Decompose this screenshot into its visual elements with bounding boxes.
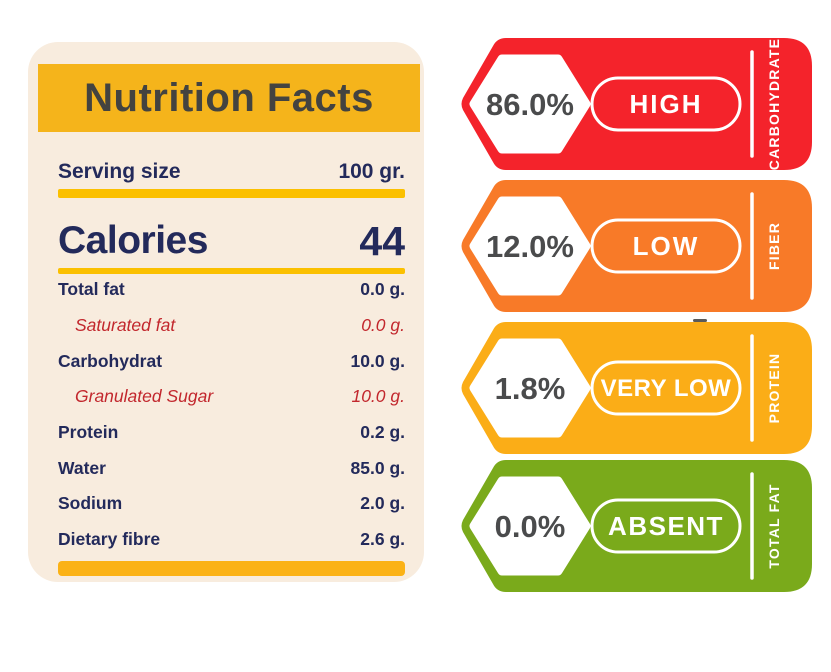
level-pill bbox=[590, 360, 742, 416]
hexagon-icon bbox=[469, 54, 591, 154]
badge-percent: 0.0% bbox=[495, 509, 566, 544]
calories-row: Calories 44 bbox=[58, 216, 405, 266]
divider bbox=[58, 268, 405, 274]
badge-nutrient-label: FIBER bbox=[766, 222, 782, 270]
badge-level: ABSENT bbox=[608, 511, 724, 541]
nutrition-label-panel: Nutrition Facts Serving size 100 gr. Cal… bbox=[28, 42, 424, 582]
nutrient-rows: Total fat 0.0 g. Saturated fat 0.0 g. Ca… bbox=[58, 272, 405, 558]
badge-level: HIGH bbox=[630, 89, 703, 119]
badge-percent: 1.8% bbox=[495, 371, 566, 406]
calories-label: Calories bbox=[58, 219, 208, 262]
level-pill bbox=[590, 498, 742, 554]
bottom-bar bbox=[58, 561, 405, 576]
nutrient-value: 85.0 g. bbox=[350, 457, 405, 478]
hexagon-icon bbox=[469, 338, 591, 438]
serving-size-row: Serving size 100 gr. bbox=[58, 156, 405, 188]
calories-value: 44 bbox=[359, 217, 405, 264]
stray-dash-mark bbox=[693, 319, 707, 322]
nutrient-name: Dietary fibre bbox=[58, 529, 161, 550]
serving-size-label: Serving size bbox=[58, 160, 181, 183]
badge-carbohydrate: 86.0% HIGH CARBOHYDRATE bbox=[461, 38, 812, 170]
hexagon-icon bbox=[469, 196, 591, 296]
nutrient-name: Saturated fat bbox=[75, 315, 176, 336]
nutrient-value: 0.0 g. bbox=[360, 279, 405, 300]
badge-fiber: 12.0% LOW FIBER bbox=[461, 180, 812, 312]
table-row: Carbohydrat 10.0 g. bbox=[58, 343, 405, 379]
page-title: Nutrition Facts bbox=[84, 75, 374, 120]
title-band: Nutrition Facts bbox=[38, 64, 420, 132]
badge-nutrient-label: CARBOHYDRATE bbox=[766, 38, 782, 170]
badge-percent: 86.0% bbox=[486, 87, 574, 122]
nutrient-value: 10.0 g. bbox=[351, 386, 405, 407]
level-pill bbox=[590, 218, 742, 274]
table-row: Protein 0.2 g. bbox=[58, 415, 405, 451]
badge-level: LOW bbox=[633, 231, 700, 261]
level-pill bbox=[590, 76, 742, 132]
table-row: Dietary fibre 2.6 g. bbox=[58, 522, 405, 558]
nutrient-name: Carbohydrat bbox=[58, 350, 163, 371]
nutrient-value: 0.0 g. bbox=[361, 315, 405, 336]
nutrient-value: 0.2 g. bbox=[360, 422, 405, 443]
table-row: Total fat 0.0 g. bbox=[58, 272, 405, 308]
nutrient-value: 2.0 g. bbox=[360, 493, 405, 514]
badge-total-fat: 0.0% ABSENT TOTAL FAT bbox=[461, 460, 812, 592]
hexagon-icon bbox=[469, 476, 591, 576]
serving-size-value: 100 gr. bbox=[338, 160, 405, 183]
badge-protein: 1.8% VERY LOW PROTEIN bbox=[461, 322, 812, 454]
badge-level: VERY LOW bbox=[601, 375, 732, 402]
badge-nutrient-label: PROTEIN bbox=[766, 353, 782, 424]
table-row: Sodium 2.0 g. bbox=[58, 486, 405, 522]
nutrient-value: 10.0 g. bbox=[350, 350, 405, 371]
divider bbox=[58, 189, 405, 198]
nutrient-name: Water bbox=[58, 457, 106, 478]
badge-nutrient-label: TOTAL FAT bbox=[766, 483, 782, 568]
nutrient-name: Protein bbox=[58, 422, 119, 443]
table-row: Granulated Sugar 10.0 g. bbox=[58, 379, 405, 415]
nutrient-value: 2.6 g. bbox=[360, 529, 405, 550]
nutrient-name: Sodium bbox=[58, 493, 123, 514]
nutrient-name: Granulated Sugar bbox=[75, 386, 214, 407]
badge-percent: 12.0% bbox=[486, 229, 574, 264]
table-row: Saturated fat 0.0 g. bbox=[58, 308, 405, 344]
nutrient-name: Total fat bbox=[58, 279, 125, 300]
table-row: Water 85.0 g. bbox=[58, 450, 405, 486]
